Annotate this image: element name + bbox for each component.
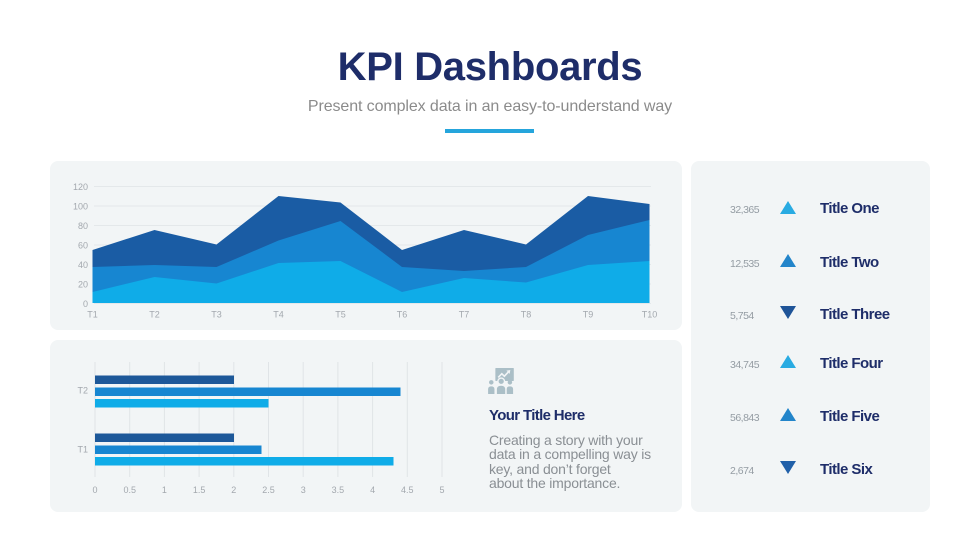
svg-text:100: 100 [73,202,88,212]
svg-text:0.5: 0.5 [123,485,136,495]
svg-text:T5: T5 [335,310,346,320]
svg-text:T9: T9 [583,310,594,320]
svg-text:2: 2 [231,485,236,495]
svg-text:T6: T6 [397,310,408,320]
svg-text:T10: T10 [642,310,658,320]
svg-text:0: 0 [92,485,97,495]
svg-text:T4: T4 [273,310,284,320]
svg-text:40: 40 [78,260,88,270]
svg-text:1: 1 [162,485,167,495]
svg-text:2.5: 2.5 [262,485,275,495]
svg-text:20: 20 [78,280,88,290]
svg-text:T2: T2 [77,386,88,396]
svg-text:T2: T2 [149,310,160,320]
svg-text:60: 60 [78,241,88,251]
svg-text:T1: T1 [87,310,98,320]
svg-text:4.5: 4.5 [401,485,414,495]
svg-text:4: 4 [370,485,375,495]
svg-text:T7: T7 [459,310,470,320]
svg-text:T8: T8 [521,310,532,320]
svg-text:T1: T1 [77,445,88,455]
svg-text:3.5: 3.5 [332,485,345,495]
svg-text:5: 5 [439,485,444,495]
svg-text:3: 3 [301,485,306,495]
svg-text:80: 80 [78,221,88,231]
svg-text:0: 0 [83,299,88,309]
svg-text:1.5: 1.5 [193,485,206,495]
svg-text:T3: T3 [211,310,222,320]
svg-text:120: 120 [73,182,88,192]
